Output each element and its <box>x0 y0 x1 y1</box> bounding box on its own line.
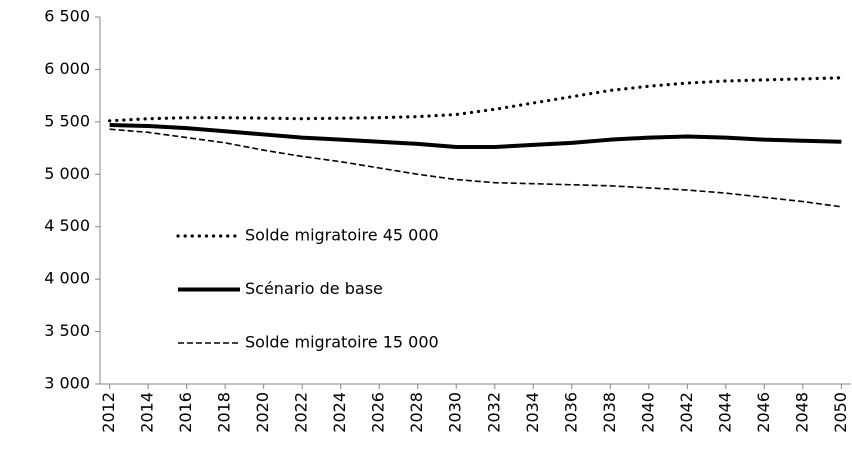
series-line <box>109 128 842 208</box>
x-tick-label: 2038 <box>600 392 619 433</box>
legend-label: Solde migratoire 45 000 <box>245 226 439 245</box>
x-tick-label: 2012 <box>99 392 118 433</box>
y-tick-label: 6 000 <box>44 59 90 78</box>
x-tick-label: 2046 <box>754 392 773 433</box>
x-tick-label: 2014 <box>138 392 157 433</box>
x-tick-label: 2036 <box>561 392 580 433</box>
y-tick-label: 5 000 <box>44 164 90 183</box>
x-tick-label: 2034 <box>523 392 542 433</box>
y-tick-label: 5 500 <box>44 111 90 130</box>
x-tick-label: 2042 <box>677 392 696 433</box>
x-tick-label: 2048 <box>792 392 811 433</box>
x-tick-label: 2040 <box>638 392 657 433</box>
x-tick-label: 2050 <box>831 392 850 433</box>
x-tick-label: 2020 <box>253 392 272 433</box>
x-tick-label: 2016 <box>176 392 195 433</box>
x-tick-label: 2044 <box>715 392 734 433</box>
y-tick-label: 4 000 <box>44 269 90 288</box>
legend-label: Scénario de base <box>245 279 383 298</box>
series-line <box>109 123 842 150</box>
y-tick-label: 3 500 <box>44 321 90 340</box>
x-tick-label: 2018 <box>215 392 234 433</box>
x-tick-label: 2030 <box>446 392 465 433</box>
series-line <box>108 76 843 123</box>
x-tick-label: 2032 <box>484 392 503 433</box>
x-tick-label: 2028 <box>407 392 426 433</box>
y-tick-label: 4 500 <box>44 216 90 235</box>
y-tick-label: 3 000 <box>44 374 90 393</box>
x-tick-label: 2022 <box>292 392 311 433</box>
x-tick-label: 2026 <box>369 392 388 433</box>
y-tick-label: 6 500 <box>44 7 90 26</box>
legend-label: Solde migratoire 15 000 <box>245 333 439 352</box>
x-tick-label: 2024 <box>330 392 349 433</box>
